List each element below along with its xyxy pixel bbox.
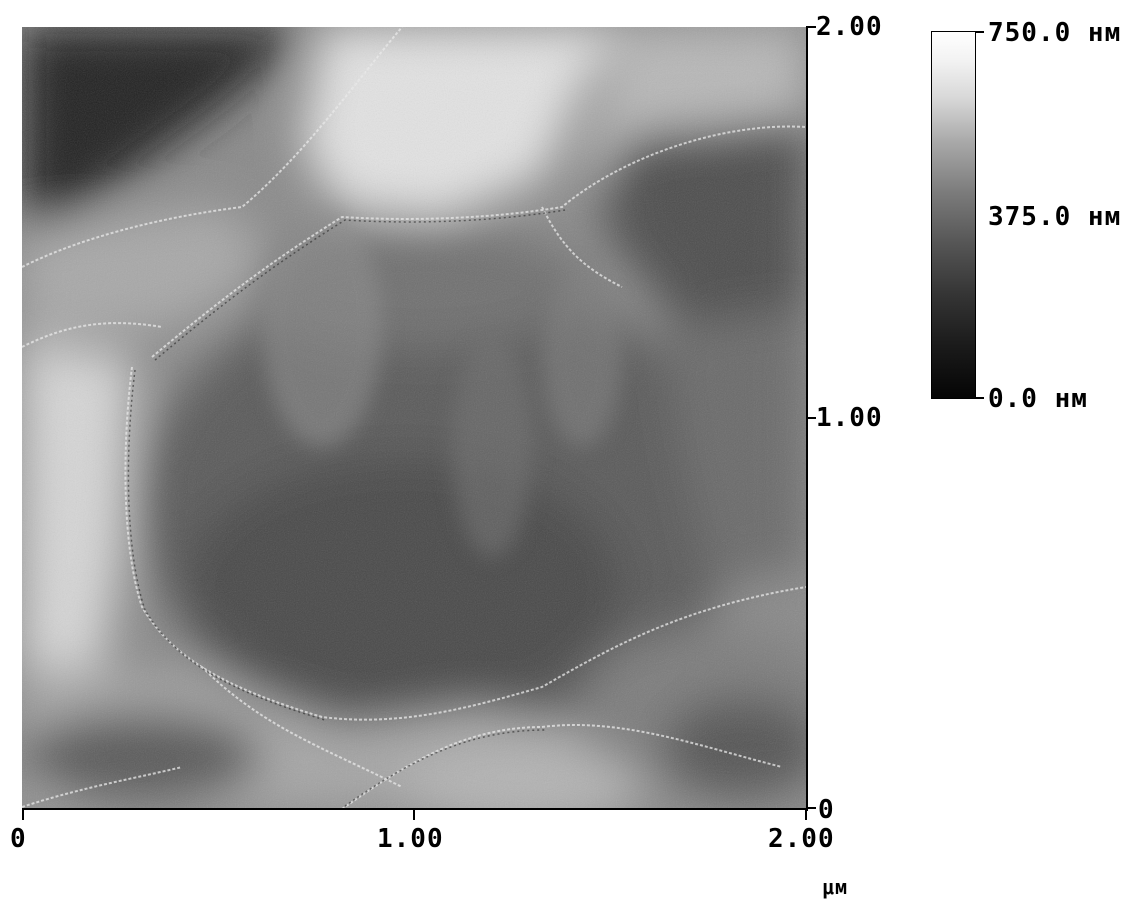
- y-tick-top: [806, 26, 816, 28]
- colorbar-max-label: 750.0 нм: [988, 18, 1122, 48]
- afm-topography-image: [22, 27, 806, 809]
- y-tick-mid: [806, 417, 816, 419]
- height-colorbar: [931, 31, 976, 399]
- x-axis-line: [22, 808, 808, 810]
- colorbar-tick-max: [976, 31, 984, 33]
- colorbar-tick-min: [976, 397, 984, 399]
- colorbar-min-label: 0.0 нм: [988, 384, 1088, 414]
- y-tick-bottom: [806, 807, 816, 809]
- x-tick-right: [805, 808, 807, 820]
- x-tick-label-right: 2.00: [768, 824, 835, 854]
- colorbar-mid-label: 375.0 нм: [988, 202, 1122, 232]
- x-tick-label-left: 0: [10, 824, 27, 854]
- y-tick-label-mid: 1.00: [816, 403, 883, 433]
- y-tick-label-bottom: 0: [818, 795, 835, 825]
- x-tick-label-mid: 1.00: [377, 824, 444, 854]
- x-tick-mid: [413, 808, 415, 820]
- x-axis-unit: μм: [822, 875, 849, 899]
- x-tick-left: [22, 808, 24, 820]
- y-tick-label-top: 2.00: [816, 12, 883, 42]
